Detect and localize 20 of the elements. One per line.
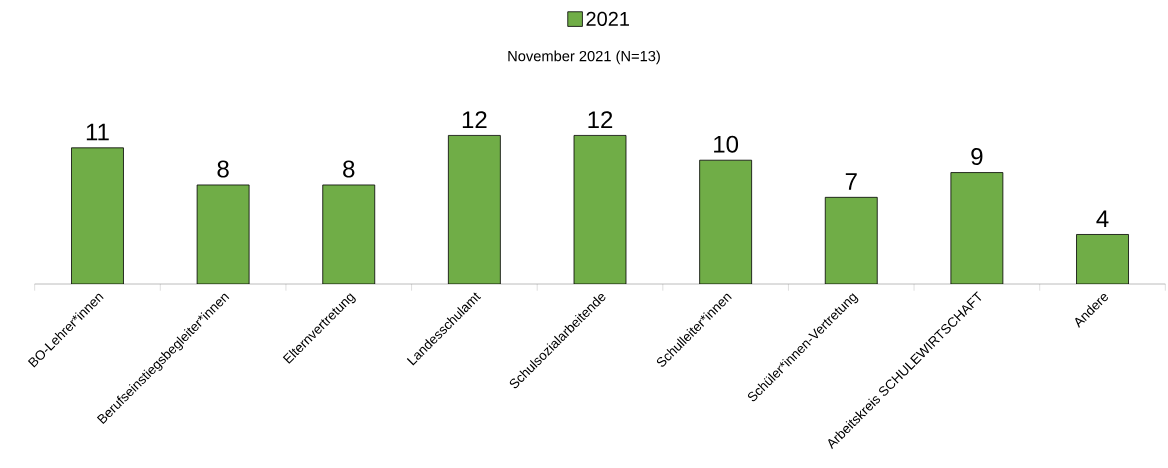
bar (824, 196, 878, 285)
legend-label: 2021 (586, 11, 629, 26)
data-label: 11 (86, 123, 109, 141)
bar (1076, 234, 1129, 285)
data-label: 12 (588, 111, 613, 128)
bar (71, 147, 124, 285)
bar (699, 159, 753, 285)
data-label: 8 (343, 160, 355, 178)
bar (573, 135, 627, 285)
data-label: 7 (845, 173, 857, 190)
data-label: 10 (714, 135, 739, 153)
data-label: 4 (1096, 210, 1109, 227)
bar (196, 184, 250, 285)
bar (447, 135, 501, 285)
bar (322, 184, 376, 285)
data-label: 9 (971, 148, 983, 166)
data-label: 8 (217, 160, 229, 178)
data-label: 12 (462, 111, 487, 128)
chart-subtitle: November 2021 (N=13) (508, 50, 660, 65)
bar (950, 172, 1004, 285)
